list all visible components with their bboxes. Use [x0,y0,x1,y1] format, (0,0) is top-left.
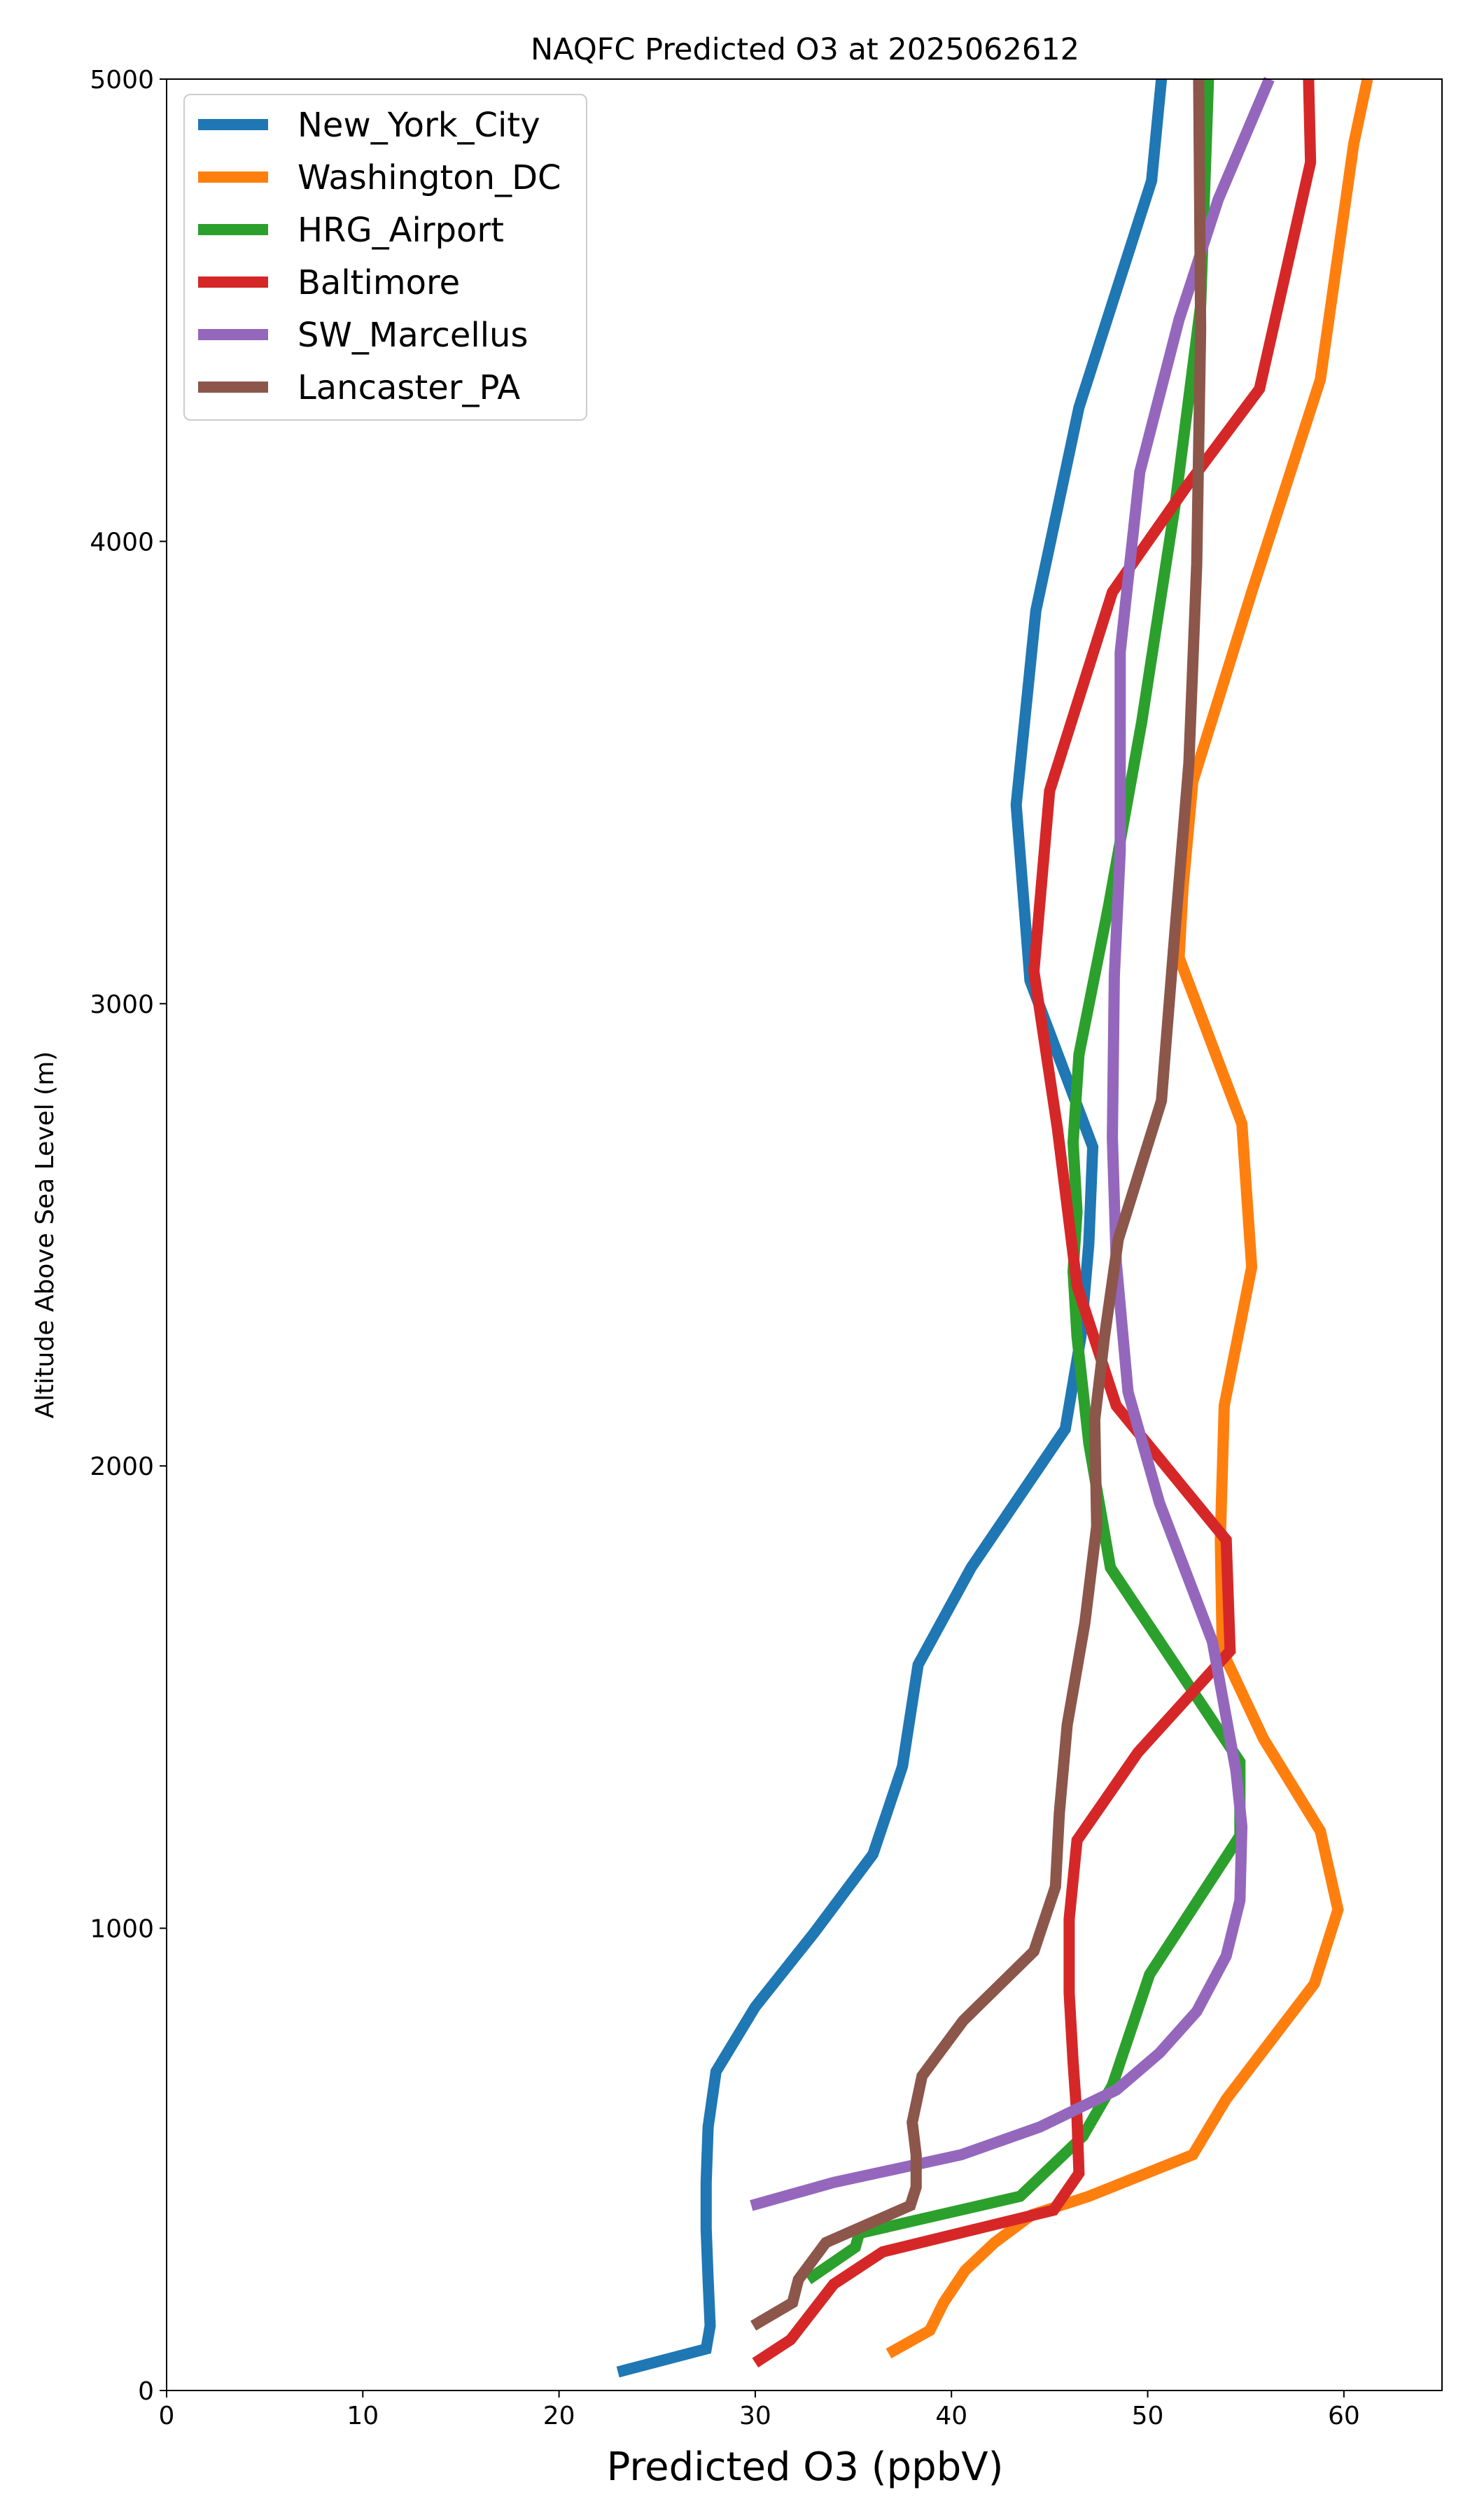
series-line-lancaster-pa [750,78,1207,2331]
x-axis: 0 10 20 30 40 50 60 [159,2390,1360,2430]
y-axis: 0 1000 2000 3000 4000 5000 [90,66,167,2406]
x-tick-label: 40 [935,2402,967,2430]
y-tick-label: 4000 [90,528,154,556]
series-line-new-york-city [616,78,1168,2378]
legend: New_York_City Washington_DC HRG_Airport Bal… [183,94,587,421]
y-tick-label: 5000 [90,66,154,94]
x-tick-label: 60 [1328,2402,1360,2430]
x-tick-label: 20 [543,2402,575,2430]
legend-label: Baltimore [298,263,460,302]
x-tick-label: 10 [346,2402,379,2430]
y-tick-label: 1000 [90,1915,154,1944]
x-tick-label: 0 [159,2402,175,2430]
legend-label: Washington_DC [298,158,561,197]
x-tick-label: 50 [1132,2402,1164,2430]
legend-box [183,94,587,421]
legend-label: HRG_Airport [298,211,504,250]
chart-title: NAQFC Predicted O3 at 2025062612 [531,32,1079,67]
y-tick-label: 3000 [90,990,154,1019]
plot-area [616,76,1373,2378]
axes-frame [166,78,1443,2391]
x-tick-label: 30 [739,2402,771,2430]
y-tick-label: 0 [138,2377,154,2406]
x-axis-label: Predicted O3 (ppbV) [607,2444,1004,2490]
series-line-sw-marcellus [750,76,1275,2211]
y-tick-label: 2000 [90,1452,154,1481]
legend-label: Lancaster_PA [298,368,520,407]
legend-label: SW_Marcellus [298,316,528,355]
y-axis-label: Altitude Above Sea Level (m) [31,1051,59,1419]
series-line-hrg-airport [805,78,1246,2285]
legend-label: New_York_City [298,106,540,145]
